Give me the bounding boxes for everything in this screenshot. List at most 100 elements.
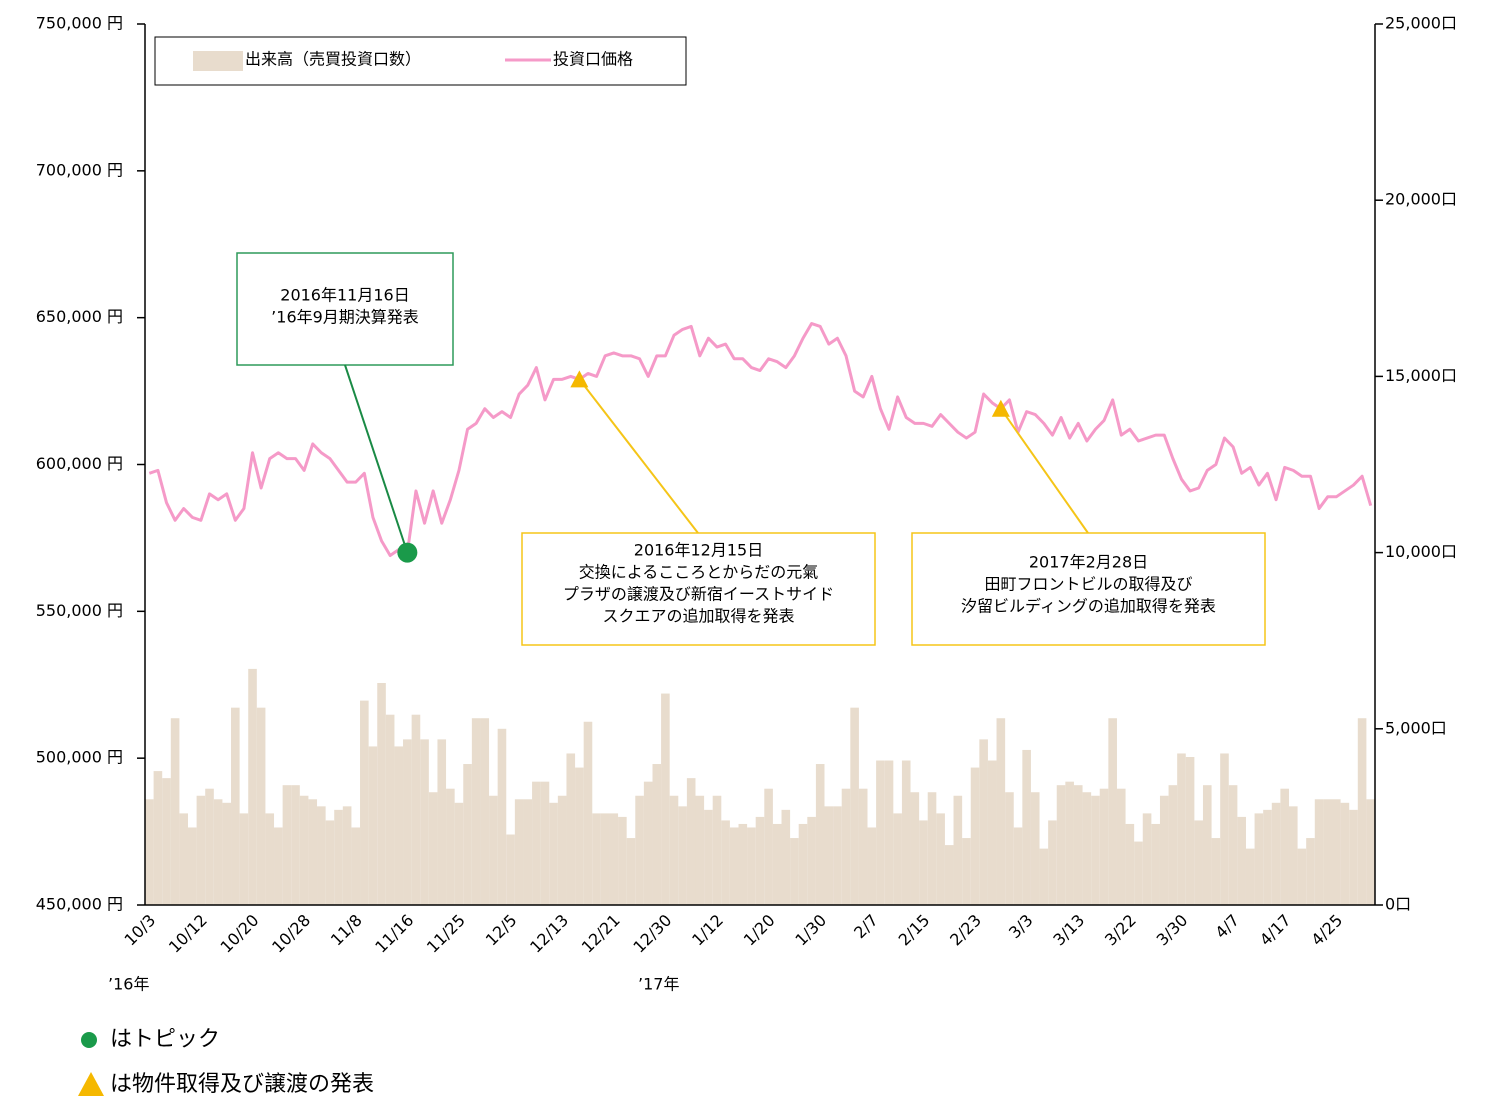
bar [196, 795, 206, 905]
bar [1306, 838, 1315, 905]
x-tick-label: 11/16 [371, 911, 417, 957]
bar [265, 813, 275, 905]
bar [1065, 781, 1074, 905]
bar [867, 827, 877, 905]
x-tick-label: 1/30 [791, 911, 830, 950]
bar [299, 795, 309, 905]
bar [274, 827, 283, 905]
bar [145, 799, 154, 905]
bar [738, 823, 748, 905]
callout-box [521, 532, 876, 646]
bar [643, 781, 653, 905]
legend-swatch [193, 51, 243, 71]
bar [1125, 823, 1135, 905]
bar [248, 668, 257, 905]
bar [987, 760, 997, 905]
bar [428, 792, 438, 905]
callout-text: 2016年11月16日 [280, 286, 409, 305]
bar [609, 813, 619, 905]
y2-tick-label: 20,000口 [1385, 190, 1457, 209]
bar [1340, 802, 1350, 905]
bar [549, 802, 558, 905]
x-tick-label: 12/5 [482, 911, 521, 950]
bar [781, 809, 791, 905]
bar [403, 739, 412, 905]
x-tick-label: 12/21 [578, 911, 624, 957]
bar [1297, 848, 1307, 905]
callout-leader [578, 378, 699, 534]
bar [747, 827, 756, 905]
callout-leader [1000, 408, 1089, 534]
bar [162, 778, 171, 905]
callout-text: スクエアの追加取得を発表 [602, 607, 794, 626]
bar [755, 816, 765, 905]
year-label: ’17年 [638, 975, 679, 994]
bar [1349, 809, 1358, 905]
bar [901, 760, 911, 905]
y-tick-label: 650,000 円 [36, 307, 123, 326]
bar [927, 792, 937, 905]
bar [850, 707, 859, 905]
bar [351, 827, 361, 905]
callout-text: 田町フロントビルの取得及び [984, 575, 1192, 594]
y2-tick-label: 5,000口 [1385, 718, 1447, 737]
legend-label: 出来高（売買投資口数） [245, 50, 421, 69]
bar [970, 767, 980, 905]
bar [506, 834, 515, 905]
bar [841, 788, 851, 905]
bar [1185, 756, 1195, 905]
bar [1108, 718, 1117, 905]
bar [798, 823, 808, 905]
bar [635, 795, 644, 905]
bar [858, 788, 868, 905]
bar [317, 806, 326, 905]
bar [704, 809, 713, 905]
bar [695, 795, 705, 905]
x-tick-label: 1/20 [740, 911, 779, 950]
bar [824, 806, 834, 905]
bar [686, 778, 696, 905]
x-tick-label: 11/25 [423, 911, 469, 957]
bar [532, 781, 541, 905]
bar [1357, 718, 1367, 905]
bar [979, 739, 988, 905]
bar [454, 802, 464, 905]
bar [1254, 813, 1264, 905]
y-tick-label: 600,000 円 [36, 454, 123, 473]
bar [1134, 841, 1143, 905]
callout-box [236, 252, 454, 366]
bar [523, 799, 533, 905]
bar [790, 838, 799, 905]
bar [996, 718, 1006, 905]
bar [325, 820, 335, 905]
bar [910, 792, 920, 905]
bar [282, 785, 292, 905]
bar [170, 718, 180, 905]
bar [1323, 799, 1332, 905]
bar [1048, 820, 1057, 905]
x-tick-label: 3/3 [1005, 911, 1037, 943]
bar [893, 813, 902, 905]
callout-box [911, 532, 1266, 646]
y-tick-label: 550,000 円 [36, 601, 123, 620]
callout-leader [344, 364, 409, 553]
bar [377, 682, 386, 905]
bar [944, 845, 954, 905]
bar [1245, 848, 1255, 905]
callout-text: 汐留ビルディングの追加取得を発表 [961, 597, 1216, 616]
bar [962, 838, 971, 905]
bar [618, 816, 627, 905]
bar [480, 718, 490, 905]
bar [471, 718, 481, 905]
bar [342, 806, 352, 905]
bar [764, 788, 773, 905]
bar [489, 795, 498, 905]
bar [919, 820, 928, 905]
x-tick-label: 10/28 [268, 911, 314, 957]
bar [1211, 838, 1221, 905]
bar [437, 739, 447, 905]
bar [936, 813, 945, 905]
bar [1228, 785, 1238, 905]
bar [360, 700, 369, 905]
